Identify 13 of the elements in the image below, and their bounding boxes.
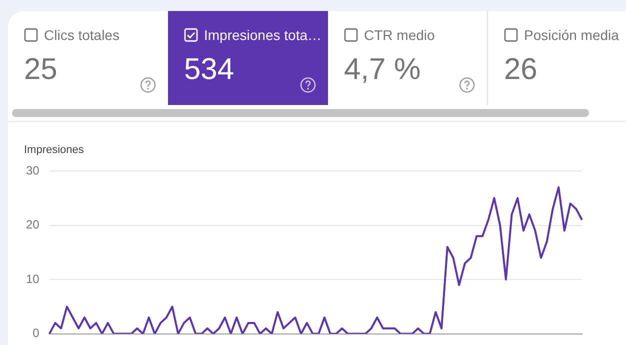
- y-tick-label: 20: [26, 218, 40, 232]
- y-tick-label: 10: [26, 272, 40, 286]
- y-axis-title: Impresiones: [24, 144, 84, 156]
- text: 534: [184, 53, 236, 87]
- text: Impresiones tota…: [204, 27, 322, 43]
- text: 26: [504, 53, 538, 87]
- text: CTR medio: [364, 27, 435, 43]
- y-tick-label: 30: [26, 163, 40, 178]
- text: Clics totales: [44, 27, 120, 43]
- y-tick-label: 0: [32, 326, 40, 340]
- text: 4,7 %: [344, 53, 422, 87]
- text: 25: [24, 53, 58, 87]
- text: Posición media: [524, 27, 619, 43]
